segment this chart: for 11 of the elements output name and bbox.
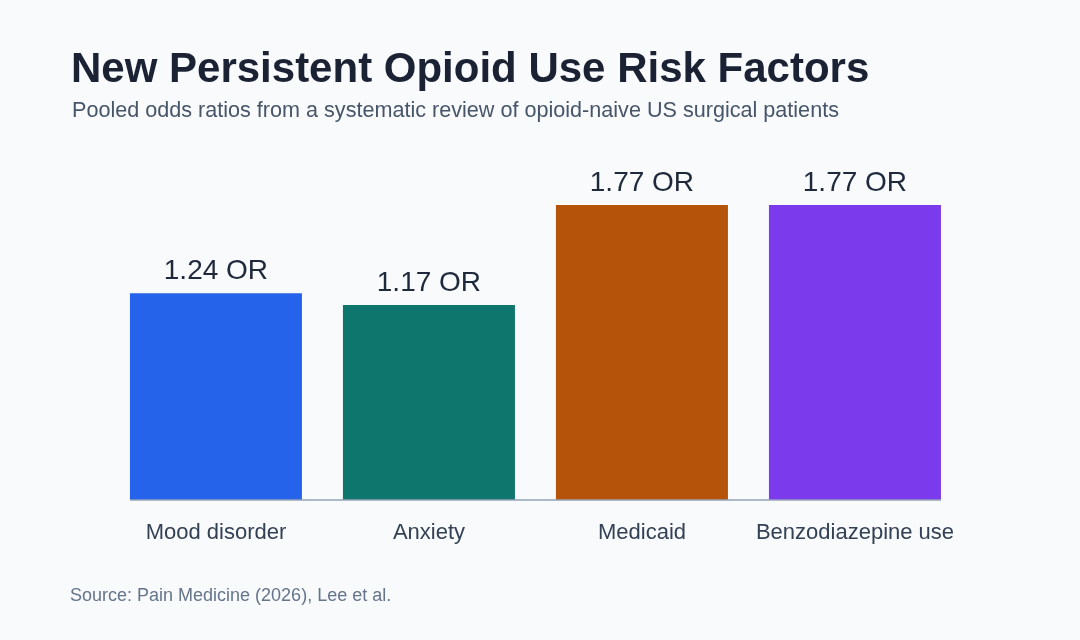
data-label: 1.24 OR	[163, 254, 269, 286]
data-label: 1.77 OR	[802, 166, 908, 197]
chart-title: New Persistent Opioid Use Risk Factors	[71, 44, 870, 91]
x-tick-label: Anxiety	[392, 518, 466, 544]
x-tick-label: Mood disorder	[145, 518, 287, 544]
chart-subtitle: Pooled odds ratios from a systematic review of opioid-naive US surgical patients	[72, 97, 839, 122]
source-note: Source: Pain Medicine (2026), Lee et al.	[70, 585, 392, 605]
x-tick-label: Medicaid	[597, 518, 687, 544]
x-tick-label: Benzodiazepine use	[755, 518, 955, 544]
data-label: 1.17 OR	[376, 266, 482, 297]
data-label: 1.77 OR	[589, 166, 695, 197]
